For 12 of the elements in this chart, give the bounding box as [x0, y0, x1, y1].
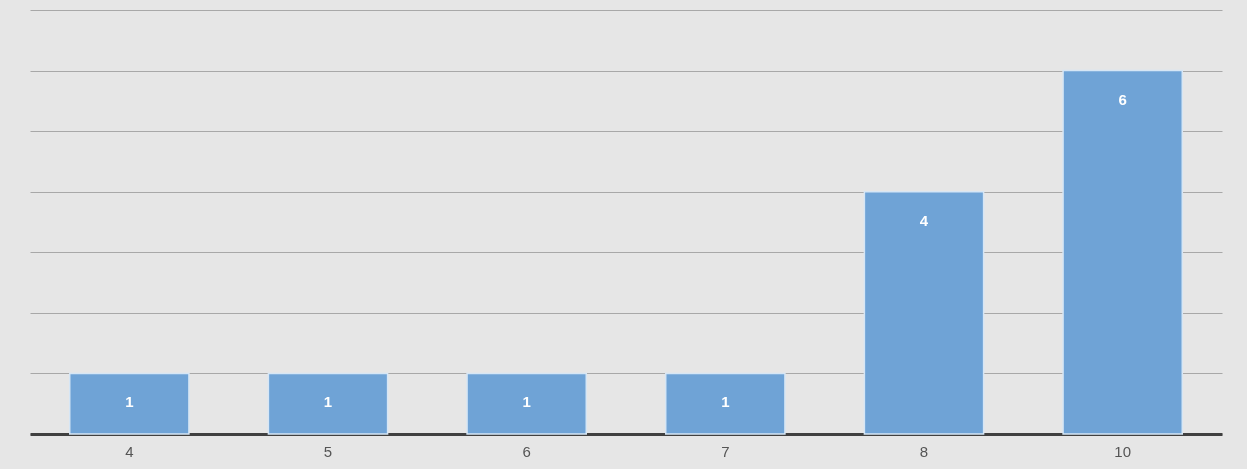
data-label: 6 — [1118, 90, 1127, 108]
x-tick-label: 7 — [721, 442, 730, 460]
data-label: 1 — [323, 393, 333, 411]
x-tick-label: 8 — [919, 442, 929, 460]
data-label: 1 — [522, 393, 531, 411]
x-tick-label: 5 — [323, 442, 333, 460]
x-tick-label: 4 — [125, 442, 134, 460]
data-label: 1 — [125, 393, 134, 411]
data-label: 1 — [721, 393, 730, 411]
data-label: 4 — [919, 211, 929, 229]
x-tick-label: 6 — [522, 442, 531, 460]
x-tick-label: 10 — [1114, 442, 1132, 460]
